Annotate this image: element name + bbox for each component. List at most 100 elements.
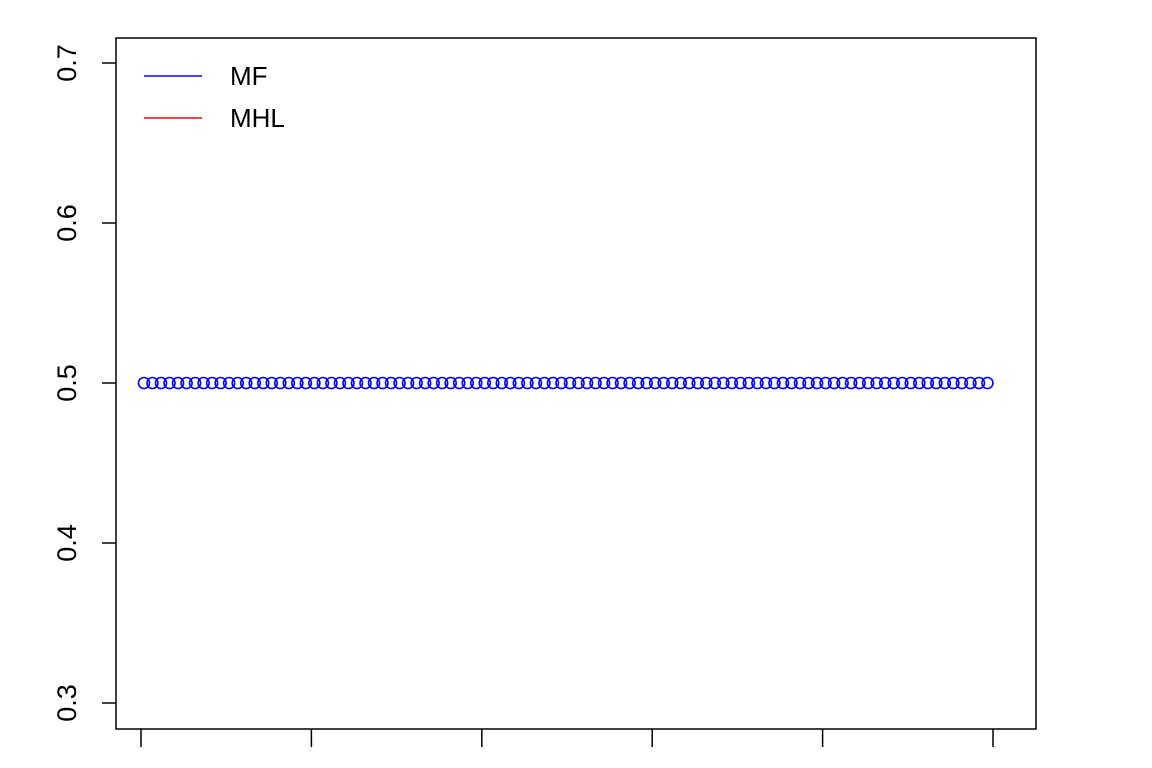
data-point: [538, 376, 551, 390]
data-point: [572, 376, 585, 390]
data-point: [163, 376, 176, 390]
data-point: [930, 376, 943, 390]
data-point: [563, 376, 577, 390]
data-point: [461, 376, 475, 390]
data-point: [282, 376, 296, 390]
data-point: [921, 376, 935, 390]
data-point: [614, 376, 628, 390]
data-point: [947, 376, 960, 390]
y-tick-label: 0.6: [52, 204, 82, 242]
data-point: [776, 376, 790, 390]
data-point: [342, 376, 355, 390]
data-point: [529, 376, 543, 390]
data-point: [895, 376, 909, 390]
data-point: [478, 376, 492, 390]
data-point: [938, 376, 952, 390]
data-point: [657, 376, 671, 390]
data-point: [878, 376, 892, 390]
data-point: [810, 376, 824, 390]
data-point: [367, 376, 381, 390]
data-point: [972, 376, 986, 390]
data-point: [521, 376, 534, 390]
data-point: [623, 376, 636, 390]
data-point: [401, 376, 415, 390]
y-tick-label: 0.7: [52, 44, 82, 82]
data-point: [214, 376, 227, 390]
data-point: [955, 376, 969, 390]
data-point: [870, 376, 884, 390]
data-point: [487, 376, 500, 390]
data-point: [274, 376, 287, 390]
data-point: [308, 376, 321, 390]
y-tick-label: 0.5: [52, 364, 82, 402]
data-point: [333, 376, 347, 390]
data-point: [785, 376, 798, 390]
data-point: [154, 376, 168, 390]
data-point: [981, 376, 994, 390]
data-point: [359, 376, 372, 390]
data-point: [836, 376, 849, 390]
data-point: [674, 376, 688, 390]
data-point: [222, 376, 236, 390]
data-point: [725, 376, 739, 390]
data-point: [827, 376, 841, 390]
data-point: [853, 376, 866, 390]
data-point: [265, 376, 279, 390]
legend-label: MF: [230, 61, 268, 91]
data-point: [316, 376, 330, 390]
data-point: [137, 376, 151, 390]
data-point: [665, 376, 679, 390]
data-point: [410, 376, 423, 390]
data-points: [137, 376, 994, 390]
data-point: [469, 376, 483, 390]
legend-label: MHL: [230, 103, 285, 133]
y-tick-label: 0.3: [52, 684, 82, 722]
data-point: [239, 376, 253, 390]
data-point: [180, 376, 193, 390]
data-point: [299, 376, 313, 390]
data-point: [861, 376, 875, 390]
x-axis: [140, 729, 994, 747]
data-point: [700, 376, 713, 390]
data-point: [717, 376, 730, 390]
data-point: [495, 376, 509, 390]
data-point: [640, 376, 653, 390]
data-point: [205, 376, 219, 390]
data-point: [171, 376, 185, 390]
data-point: [793, 376, 807, 390]
data-point: [555, 376, 568, 390]
data-point: [188, 376, 202, 390]
data-point: [291, 376, 304, 390]
data-point: [444, 376, 458, 390]
data-point: [589, 376, 602, 390]
data-point: [231, 376, 245, 390]
data-point: [819, 376, 832, 390]
data-point: [427, 376, 440, 390]
data-point: [768, 376, 781, 390]
data-point: [452, 376, 466, 390]
data-point: [964, 376, 977, 390]
data-point: [606, 376, 619, 390]
y-tick-label: 0.4: [52, 524, 82, 562]
data-point: [435, 376, 449, 390]
data-point: [580, 376, 594, 390]
data-point: [146, 376, 159, 390]
data-point: [376, 376, 389, 390]
data-point: [759, 376, 773, 390]
data-point: [682, 376, 696, 390]
data-point: [887, 376, 901, 390]
data-point: [904, 376, 918, 390]
data-point: [325, 376, 338, 390]
data-point: [418, 376, 432, 390]
data-point: [512, 376, 526, 390]
data-point: [691, 376, 705, 390]
data-point: [802, 376, 815, 390]
data-point: [248, 376, 262, 390]
data-point: [393, 376, 406, 390]
data-point: [256, 376, 270, 390]
data-point: [648, 376, 662, 390]
data-point: [734, 376, 747, 390]
data-point: [844, 376, 858, 390]
legend: MF MHL: [144, 61, 285, 133]
